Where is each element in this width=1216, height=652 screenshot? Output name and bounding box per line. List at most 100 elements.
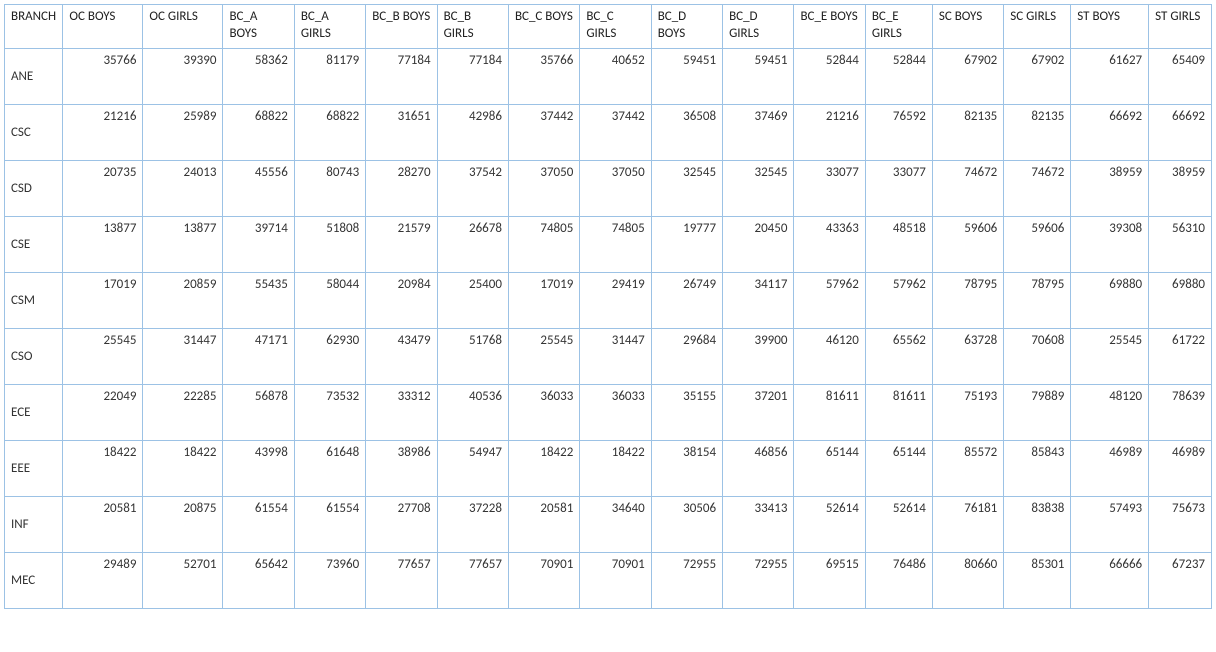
branch-cell: ECE bbox=[5, 385, 63, 441]
value-cell: 39308 bbox=[1071, 217, 1149, 273]
value-cell: 52701 bbox=[143, 553, 223, 609]
value-cell: 67237 bbox=[1149, 553, 1212, 609]
value-cell: 28270 bbox=[366, 161, 437, 217]
value-cell: 37469 bbox=[723, 105, 794, 161]
value-cell: 70901 bbox=[580, 553, 651, 609]
table-body: ANE3576639390583628117977184771843576640… bbox=[5, 49, 1212, 609]
value-cell: 20735 bbox=[63, 161, 143, 217]
value-cell: 52614 bbox=[794, 497, 865, 553]
value-cell: 17019 bbox=[508, 273, 579, 329]
value-cell: 52614 bbox=[865, 497, 932, 553]
value-cell: 78795 bbox=[932, 273, 1003, 329]
value-cell: 13877 bbox=[63, 217, 143, 273]
value-cell: 37050 bbox=[580, 161, 651, 217]
value-cell: 32545 bbox=[723, 161, 794, 217]
value-cell: 66692 bbox=[1071, 105, 1149, 161]
value-cell: 46856 bbox=[723, 441, 794, 497]
col-oc-girls: OC GIRLS bbox=[143, 5, 223, 49]
value-cell: 67902 bbox=[1004, 49, 1071, 105]
value-cell: 63728 bbox=[932, 329, 1003, 385]
value-cell: 76486 bbox=[865, 553, 932, 609]
value-cell: 29684 bbox=[651, 329, 722, 385]
value-cell: 52844 bbox=[865, 49, 932, 105]
value-cell: 35155 bbox=[651, 385, 722, 441]
value-cell: 32545 bbox=[651, 161, 722, 217]
table-header-row: BRANCH OC BOYS OC GIRLS BC_A BOYS BC_A G… bbox=[5, 5, 1212, 49]
value-cell: 74672 bbox=[1004, 161, 1071, 217]
value-cell: 39390 bbox=[143, 49, 223, 105]
value-cell: 51808 bbox=[294, 217, 365, 273]
value-cell: 38986 bbox=[366, 441, 437, 497]
value-cell: 81611 bbox=[794, 385, 865, 441]
value-cell: 39900 bbox=[723, 329, 794, 385]
value-cell: 59606 bbox=[1004, 217, 1071, 273]
value-cell: 48518 bbox=[865, 217, 932, 273]
value-cell: 35766 bbox=[63, 49, 143, 105]
value-cell: 39714 bbox=[223, 217, 294, 273]
value-cell: 74672 bbox=[932, 161, 1003, 217]
value-cell: 80660 bbox=[932, 553, 1003, 609]
value-cell: 45556 bbox=[223, 161, 294, 217]
value-cell: 79889 bbox=[1004, 385, 1071, 441]
value-cell: 69515 bbox=[794, 553, 865, 609]
value-cell: 35766 bbox=[508, 49, 579, 105]
branch-cell: CSD bbox=[5, 161, 63, 217]
cutoff-table: BRANCH OC BOYS OC GIRLS BC_A BOYS BC_A G… bbox=[4, 4, 1212, 609]
value-cell: 62930 bbox=[294, 329, 365, 385]
value-cell: 75673 bbox=[1149, 497, 1212, 553]
value-cell: 21579 bbox=[366, 217, 437, 273]
value-cell: 61627 bbox=[1071, 49, 1149, 105]
table-row: INF2058120875615546155427708372282058134… bbox=[5, 497, 1212, 553]
value-cell: 65144 bbox=[794, 441, 865, 497]
col-bc-b-girls: BC_B GIRLS bbox=[437, 5, 508, 49]
value-cell: 69880 bbox=[1149, 273, 1212, 329]
value-cell: 73532 bbox=[294, 385, 365, 441]
value-cell: 38154 bbox=[651, 441, 722, 497]
value-cell: 46120 bbox=[794, 329, 865, 385]
col-bc-c-girls: BC_C GIRLS bbox=[580, 5, 651, 49]
col-bc-d-boys: BC_D BOYS bbox=[651, 5, 722, 49]
value-cell: 81611 bbox=[865, 385, 932, 441]
value-cell: 59451 bbox=[723, 49, 794, 105]
table-row: ECE2204922285568787353233312405363603336… bbox=[5, 385, 1212, 441]
value-cell: 36033 bbox=[508, 385, 579, 441]
branch-cell: INF bbox=[5, 497, 63, 553]
value-cell: 43998 bbox=[223, 441, 294, 497]
value-cell: 68822 bbox=[223, 105, 294, 161]
table-row: CSO2554531447471716293043479517682554531… bbox=[5, 329, 1212, 385]
value-cell: 69880 bbox=[1071, 273, 1149, 329]
value-cell: 18422 bbox=[143, 441, 223, 497]
value-cell: 19777 bbox=[651, 217, 722, 273]
branch-cell: ANE bbox=[5, 49, 63, 105]
col-bc-e-girls: BC_E GIRLS bbox=[865, 5, 932, 49]
branch-cell: CSM bbox=[5, 273, 63, 329]
value-cell: 18422 bbox=[508, 441, 579, 497]
value-cell: 29489 bbox=[63, 553, 143, 609]
value-cell: 18422 bbox=[63, 441, 143, 497]
table-row: CSC2121625989688226882231651429863744237… bbox=[5, 105, 1212, 161]
value-cell: 25545 bbox=[63, 329, 143, 385]
value-cell: 65144 bbox=[865, 441, 932, 497]
value-cell: 72955 bbox=[651, 553, 722, 609]
table-row: CSM1701920859554355804420984254001701929… bbox=[5, 273, 1212, 329]
value-cell: 22285 bbox=[143, 385, 223, 441]
value-cell: 37201 bbox=[723, 385, 794, 441]
branch-cell: CSE bbox=[5, 217, 63, 273]
value-cell: 26749 bbox=[651, 273, 722, 329]
value-cell: 55435 bbox=[223, 273, 294, 329]
value-cell: 25545 bbox=[508, 329, 579, 385]
col-bc-a-boys: BC_A BOYS bbox=[223, 5, 294, 49]
col-st-boys: ST BOYS bbox=[1071, 5, 1149, 49]
value-cell: 17019 bbox=[63, 273, 143, 329]
col-branch: BRANCH bbox=[5, 5, 63, 49]
col-bc-c-boys: BC_C BOYS bbox=[508, 5, 579, 49]
value-cell: 33312 bbox=[366, 385, 437, 441]
value-cell: 31651 bbox=[366, 105, 437, 161]
col-st-girls: ST GIRLS bbox=[1149, 5, 1212, 49]
value-cell: 61722 bbox=[1149, 329, 1212, 385]
value-cell: 54947 bbox=[437, 441, 508, 497]
value-cell: 26678 bbox=[437, 217, 508, 273]
value-cell: 20875 bbox=[143, 497, 223, 553]
value-cell: 78639 bbox=[1149, 385, 1212, 441]
table-row: ANE3576639390583628117977184771843576640… bbox=[5, 49, 1212, 105]
